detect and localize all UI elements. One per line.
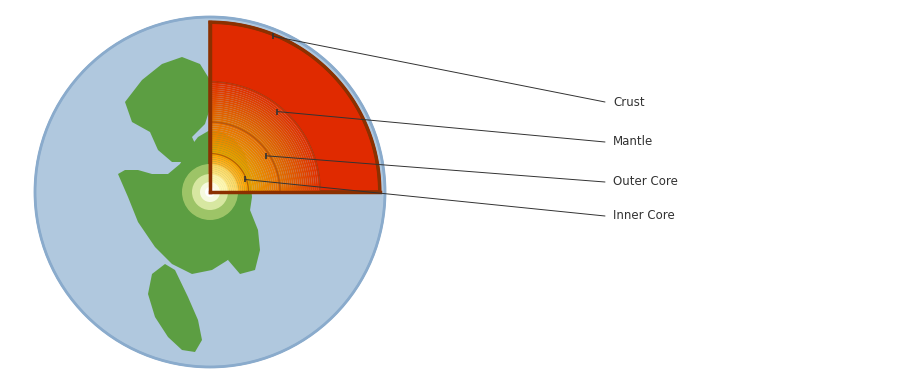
Polygon shape [210, 143, 259, 192]
Polygon shape [210, 106, 296, 192]
Polygon shape [210, 126, 275, 192]
Polygon shape [210, 157, 245, 192]
Polygon shape [210, 170, 231, 192]
Polygon shape [210, 110, 292, 192]
Polygon shape [210, 184, 218, 192]
Polygon shape [210, 149, 253, 192]
Text: Crust: Crust [613, 96, 644, 109]
Polygon shape [210, 161, 241, 192]
Polygon shape [210, 169, 233, 192]
Polygon shape [210, 147, 255, 192]
Polygon shape [210, 102, 300, 192]
Polygon shape [210, 188, 214, 192]
Polygon shape [210, 112, 290, 192]
Polygon shape [210, 154, 248, 192]
Polygon shape [210, 151, 250, 192]
Polygon shape [210, 190, 212, 192]
Polygon shape [210, 98, 304, 192]
Polygon shape [200, 137, 212, 154]
Polygon shape [210, 163, 239, 192]
Polygon shape [210, 90, 312, 192]
Polygon shape [210, 124, 278, 192]
Polygon shape [215, 260, 248, 332]
Polygon shape [210, 178, 224, 192]
Polygon shape [210, 186, 216, 192]
Circle shape [182, 164, 238, 220]
Polygon shape [210, 118, 284, 192]
Polygon shape [210, 180, 222, 192]
Polygon shape [210, 172, 230, 192]
Polygon shape [210, 131, 272, 192]
Polygon shape [210, 104, 298, 192]
Polygon shape [210, 96, 306, 192]
Polygon shape [210, 92, 310, 192]
Polygon shape [210, 176, 226, 192]
Text: Inner Core: Inner Core [613, 210, 675, 222]
Polygon shape [210, 139, 263, 192]
Polygon shape [148, 264, 202, 352]
Polygon shape [210, 122, 280, 192]
Polygon shape [210, 116, 286, 192]
Polygon shape [210, 141, 261, 192]
Polygon shape [210, 94, 308, 192]
Polygon shape [210, 135, 267, 192]
Circle shape [200, 182, 220, 202]
Polygon shape [210, 22, 380, 192]
Polygon shape [210, 182, 220, 192]
Polygon shape [210, 128, 274, 192]
Polygon shape [210, 82, 320, 192]
Polygon shape [210, 132, 269, 192]
Text: Outer Core: Outer Core [613, 175, 678, 189]
Polygon shape [210, 174, 228, 192]
Polygon shape [210, 167, 235, 192]
Polygon shape [118, 130, 252, 274]
Polygon shape [210, 145, 256, 192]
Polygon shape [210, 114, 288, 192]
Polygon shape [210, 165, 237, 192]
Polygon shape [210, 84, 319, 192]
Polygon shape [210, 159, 243, 192]
Polygon shape [210, 86, 316, 192]
Text: Mantle: Mantle [613, 136, 653, 149]
Circle shape [192, 174, 228, 210]
Polygon shape [210, 88, 314, 192]
Polygon shape [210, 100, 302, 192]
Circle shape [35, 17, 385, 367]
Circle shape [205, 187, 215, 197]
Polygon shape [125, 57, 212, 162]
Polygon shape [210, 108, 294, 192]
Polygon shape [210, 156, 247, 192]
Polygon shape [228, 200, 260, 274]
Polygon shape [150, 82, 195, 112]
Polygon shape [210, 137, 266, 192]
Polygon shape [210, 120, 282, 192]
